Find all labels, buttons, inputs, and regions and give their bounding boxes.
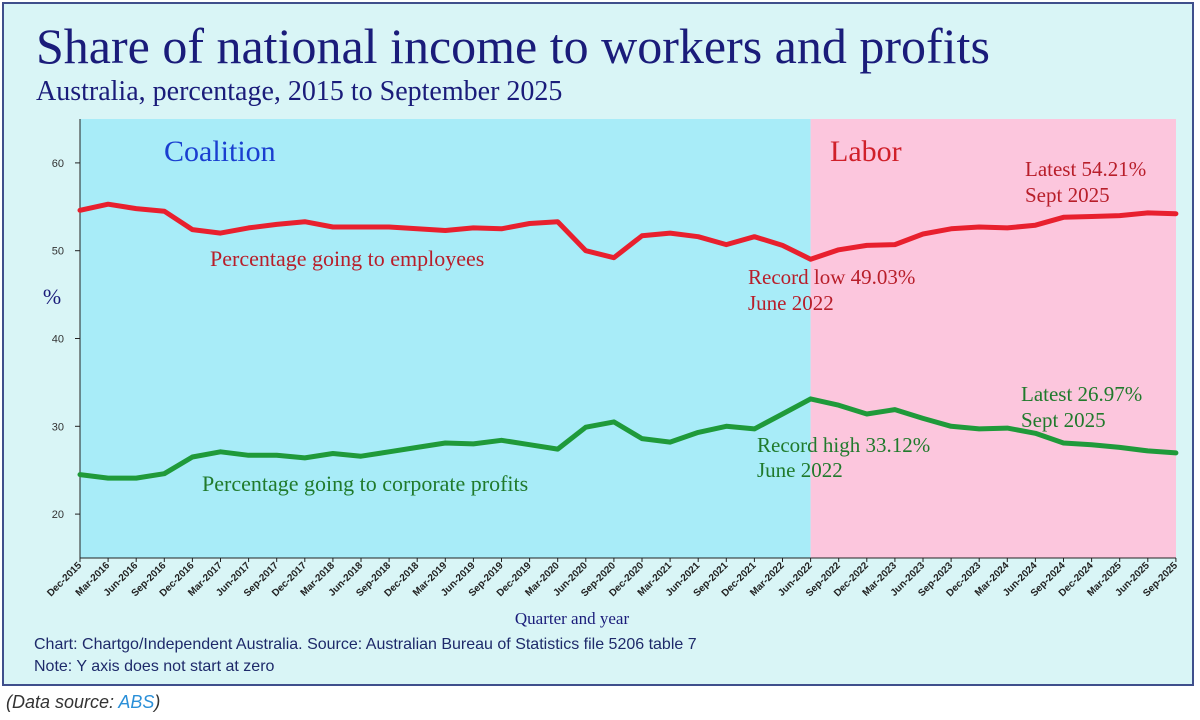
y-tick-label: 60 [52,158,64,170]
y-tick-label: 20 [52,509,64,521]
data-source-line: (Data source: ABS) [6,692,160,713]
series-lines [77,201,1179,481]
data-source-prefix: (Data source: [6,692,119,712]
coalition-label: Coalition [164,135,276,168]
y-tick-label: 40 [52,334,64,346]
x-ticks: Dec-2015Mar-2016Jun-2016Sep-2016Dec-2016… [45,558,1180,599]
y-tick-label: 30 [52,421,64,433]
profits-latest-date: Sept 2025 [1021,408,1106,432]
profits-record-high-label: Record high 33.12% [757,433,930,457]
profits-line [77,396,1179,481]
employees-latest-label: Latest 54.21% [1025,157,1146,181]
y-tick-label: 50 [52,246,64,258]
y-ticks: 20 30 40 50 60 [52,158,80,521]
employees-record-low-date: June 2022 [748,291,834,315]
abs-source-link[interactable]: ABS [118,692,155,712]
chart-subtitle: Australia, percentage, 2015 to September… [36,76,563,107]
profits-record-high-date: June 2022 [757,458,843,482]
x-axis-title: Quarter and year [515,609,630,628]
labor-region [810,119,1176,558]
axis-note: Note: Y axis does not start at zero [34,658,275,675]
labor-label: Labor [830,135,902,168]
employees-record-low-label: Record low 49.03% [748,265,915,289]
profits-latest-label: Latest 26.97% [1021,382,1142,406]
y-axis-title: % [43,284,61,309]
coalition-region [80,119,811,558]
data-source-suffix: ) [154,692,161,712]
chart-title: Share of national income to workers and … [36,18,990,74]
employees-latest-date: Sept 2025 [1025,183,1110,207]
profits-series-label: Percentage going to corporate profits [202,471,528,496]
employees-series-label: Percentage going to employees [210,246,484,271]
employees-line [77,201,1179,262]
chart-credit-note: Chart: Chartgo/Independent Australia. So… [34,636,697,653]
